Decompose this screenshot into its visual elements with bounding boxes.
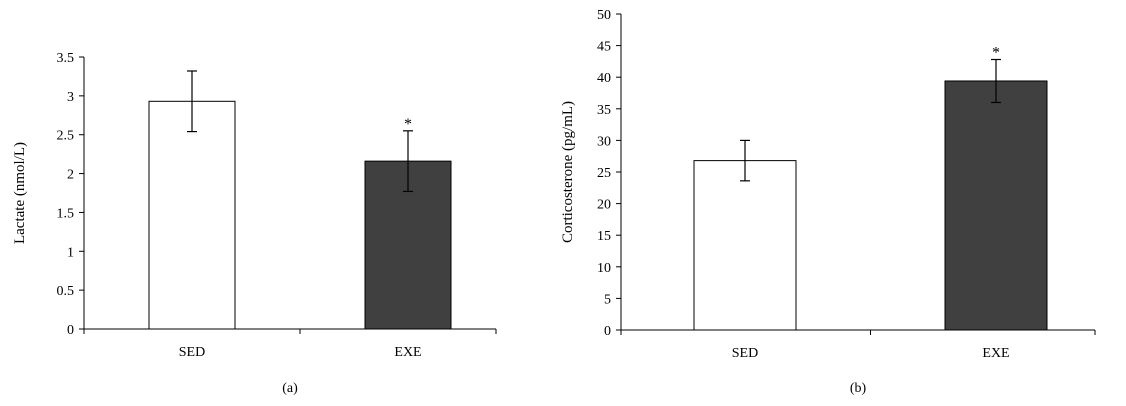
error-bar — [187, 70, 197, 133]
y-tick-label: 3.5 — [57, 51, 75, 66]
x-tick-labels: SED EXE — [179, 345, 422, 360]
y-tick-label: 1.5 — [57, 206, 75, 221]
bar-exe — [944, 80, 1048, 331]
y-axis-title: Corticosterone (pg/mL) — [560, 101, 576, 243]
x-tick-label: EXE — [982, 346, 1009, 361]
y-tick-label: 15 — [597, 229, 611, 244]
x-tick-labels: SED EXE — [732, 346, 1010, 361]
chart-panel-b: 0 5 10 15 20 25 30 35 40 45 50 * SED EXE Corticoste… — [560, 8, 1096, 396]
y-ticks: 0 0.5 1 1.5 2 2.5 3 3.5 — [57, 51, 497, 338]
panel-label: (a) — [282, 381, 298, 396]
error-bar — [740, 139, 750, 182]
y-tick-label: 35 — [597, 103, 611, 118]
bar-sed — [148, 100, 236, 330]
y-tick-label: 0.5 — [57, 284, 75, 299]
y-tick-label: 45 — [597, 40, 611, 55]
y-tick-label: 25 — [597, 166, 611, 181]
y-tick-label: 20 — [597, 198, 611, 213]
y-tick-label: 1 — [67, 245, 74, 260]
x-tick-label: EXE — [394, 345, 421, 360]
panel-label: (b) — [850, 381, 867, 396]
chart-panel-a: 0 0.5 1 1.5 2 2.5 3 3.5 * SED EXE Lactate (nmol/… — [12, 51, 497, 396]
y-tick-label: 0 — [67, 323, 74, 338]
y-tick-label: 50 — [597, 8, 611, 23]
y-tick-label: 0 — [604, 324, 611, 339]
bars: * — [148, 70, 452, 330]
bars: * — [693, 45, 1048, 331]
y-axis-title: Lactate (nmol/L) — [12, 142, 28, 244]
y-tick-label: 3 — [67, 90, 74, 105]
significance-marker: * — [404, 116, 412, 133]
significance-marker: * — [992, 45, 1000, 62]
y-tick-label: 30 — [597, 134, 611, 149]
bar-sed — [693, 160, 797, 331]
x-tick-label: SED — [732, 346, 758, 361]
error-bar — [403, 130, 413, 193]
y-tick-label: 2.5 — [57, 129, 75, 144]
y-tick-label: 10 — [597, 261, 611, 276]
y-tick-label: 2 — [67, 168, 74, 183]
y-tick-label: 40 — [597, 71, 611, 86]
y-tick-label: 5 — [604, 292, 611, 307]
x-tick-label: SED — [179, 345, 205, 360]
y-ticks: 0 5 10 15 20 25 30 35 40 45 50 — [597, 8, 1096, 339]
error-bar — [991, 58, 1001, 104]
